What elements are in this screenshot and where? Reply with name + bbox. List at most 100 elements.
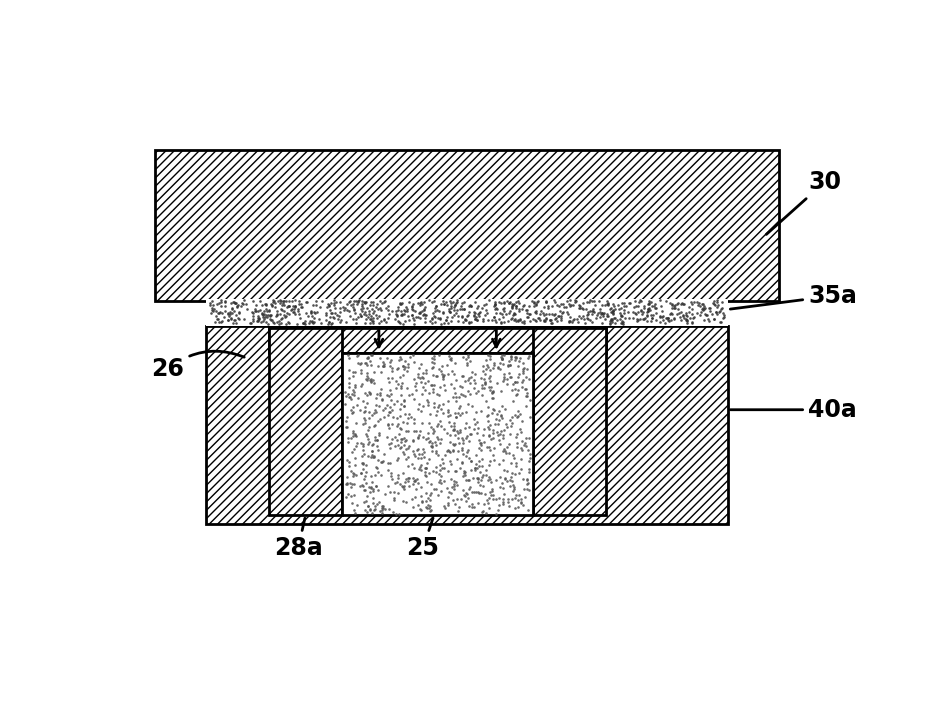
Point bbox=[405, 445, 420, 456]
Point bbox=[547, 314, 563, 325]
Point bbox=[286, 306, 301, 318]
Point bbox=[511, 298, 527, 309]
Point bbox=[255, 300, 270, 311]
Point bbox=[361, 500, 376, 511]
Point bbox=[483, 350, 498, 361]
Point bbox=[276, 296, 291, 307]
Point bbox=[383, 388, 398, 399]
Point bbox=[362, 308, 377, 320]
Point bbox=[383, 406, 398, 417]
Point bbox=[299, 296, 314, 308]
Point bbox=[475, 365, 491, 377]
Point bbox=[641, 296, 656, 307]
Point bbox=[353, 303, 368, 315]
Point bbox=[520, 387, 535, 398]
Point bbox=[582, 315, 598, 326]
Point bbox=[523, 412, 538, 423]
Point bbox=[257, 308, 272, 320]
Point bbox=[424, 352, 439, 363]
Point bbox=[664, 299, 679, 310]
Point bbox=[363, 318, 378, 329]
Point bbox=[487, 404, 502, 415]
Point bbox=[245, 315, 260, 327]
Point bbox=[419, 488, 434, 499]
Point bbox=[341, 436, 356, 448]
Point bbox=[547, 308, 563, 320]
Point bbox=[434, 486, 449, 497]
Point bbox=[481, 492, 496, 503]
Point bbox=[263, 298, 278, 310]
Point bbox=[474, 405, 489, 416]
Point bbox=[391, 378, 406, 389]
Point bbox=[495, 498, 510, 510]
Point bbox=[516, 358, 531, 369]
Point bbox=[506, 449, 521, 460]
Point bbox=[372, 387, 387, 398]
Point bbox=[456, 467, 472, 479]
Point bbox=[360, 451, 375, 462]
Point bbox=[713, 303, 728, 315]
Point bbox=[437, 298, 452, 309]
Point bbox=[527, 297, 542, 308]
Point bbox=[531, 312, 546, 323]
Point bbox=[342, 392, 357, 403]
Point bbox=[433, 465, 448, 476]
Point bbox=[569, 313, 584, 325]
Point bbox=[509, 432, 524, 443]
Point bbox=[364, 439, 379, 450]
Point bbox=[463, 355, 478, 366]
Point bbox=[694, 298, 709, 310]
Point bbox=[207, 316, 223, 327]
Point bbox=[358, 387, 373, 398]
Point bbox=[420, 457, 435, 468]
Point bbox=[486, 427, 501, 439]
Point bbox=[474, 439, 489, 451]
Point bbox=[608, 318, 623, 329]
Point bbox=[255, 309, 270, 320]
Point bbox=[346, 401, 361, 413]
Point bbox=[512, 313, 527, 325]
Point bbox=[470, 427, 485, 439]
Point bbox=[644, 312, 659, 323]
Point bbox=[406, 374, 421, 385]
Point bbox=[500, 494, 515, 505]
Point bbox=[503, 351, 518, 363]
Point bbox=[658, 312, 673, 323]
Point bbox=[598, 299, 613, 310]
Point bbox=[450, 446, 465, 457]
Point bbox=[358, 467, 373, 478]
Point bbox=[582, 295, 598, 306]
Point bbox=[446, 310, 461, 321]
Point bbox=[372, 302, 387, 313]
Point bbox=[361, 352, 376, 363]
Point bbox=[295, 301, 310, 313]
Point bbox=[652, 316, 668, 327]
Point bbox=[260, 318, 276, 329]
Point bbox=[390, 472, 405, 484]
Point bbox=[284, 303, 299, 315]
Point bbox=[340, 412, 355, 423]
Point bbox=[396, 308, 411, 319]
Point bbox=[678, 309, 693, 320]
Point bbox=[235, 297, 250, 308]
Point bbox=[205, 299, 221, 310]
Point bbox=[386, 493, 402, 504]
Point bbox=[369, 463, 384, 474]
Point bbox=[697, 302, 712, 313]
Point bbox=[363, 299, 378, 310]
Point bbox=[236, 313, 251, 325]
Point bbox=[251, 315, 266, 327]
Point bbox=[602, 318, 617, 329]
Point bbox=[411, 429, 426, 441]
Point bbox=[450, 295, 465, 306]
Point bbox=[706, 313, 722, 325]
Point bbox=[634, 308, 650, 320]
Point bbox=[639, 306, 654, 318]
Point bbox=[347, 443, 362, 454]
Point bbox=[348, 307, 363, 318]
Point bbox=[511, 490, 527, 501]
Point bbox=[273, 308, 288, 320]
Point bbox=[428, 410, 443, 421]
Point bbox=[453, 400, 468, 411]
Point bbox=[231, 313, 246, 325]
